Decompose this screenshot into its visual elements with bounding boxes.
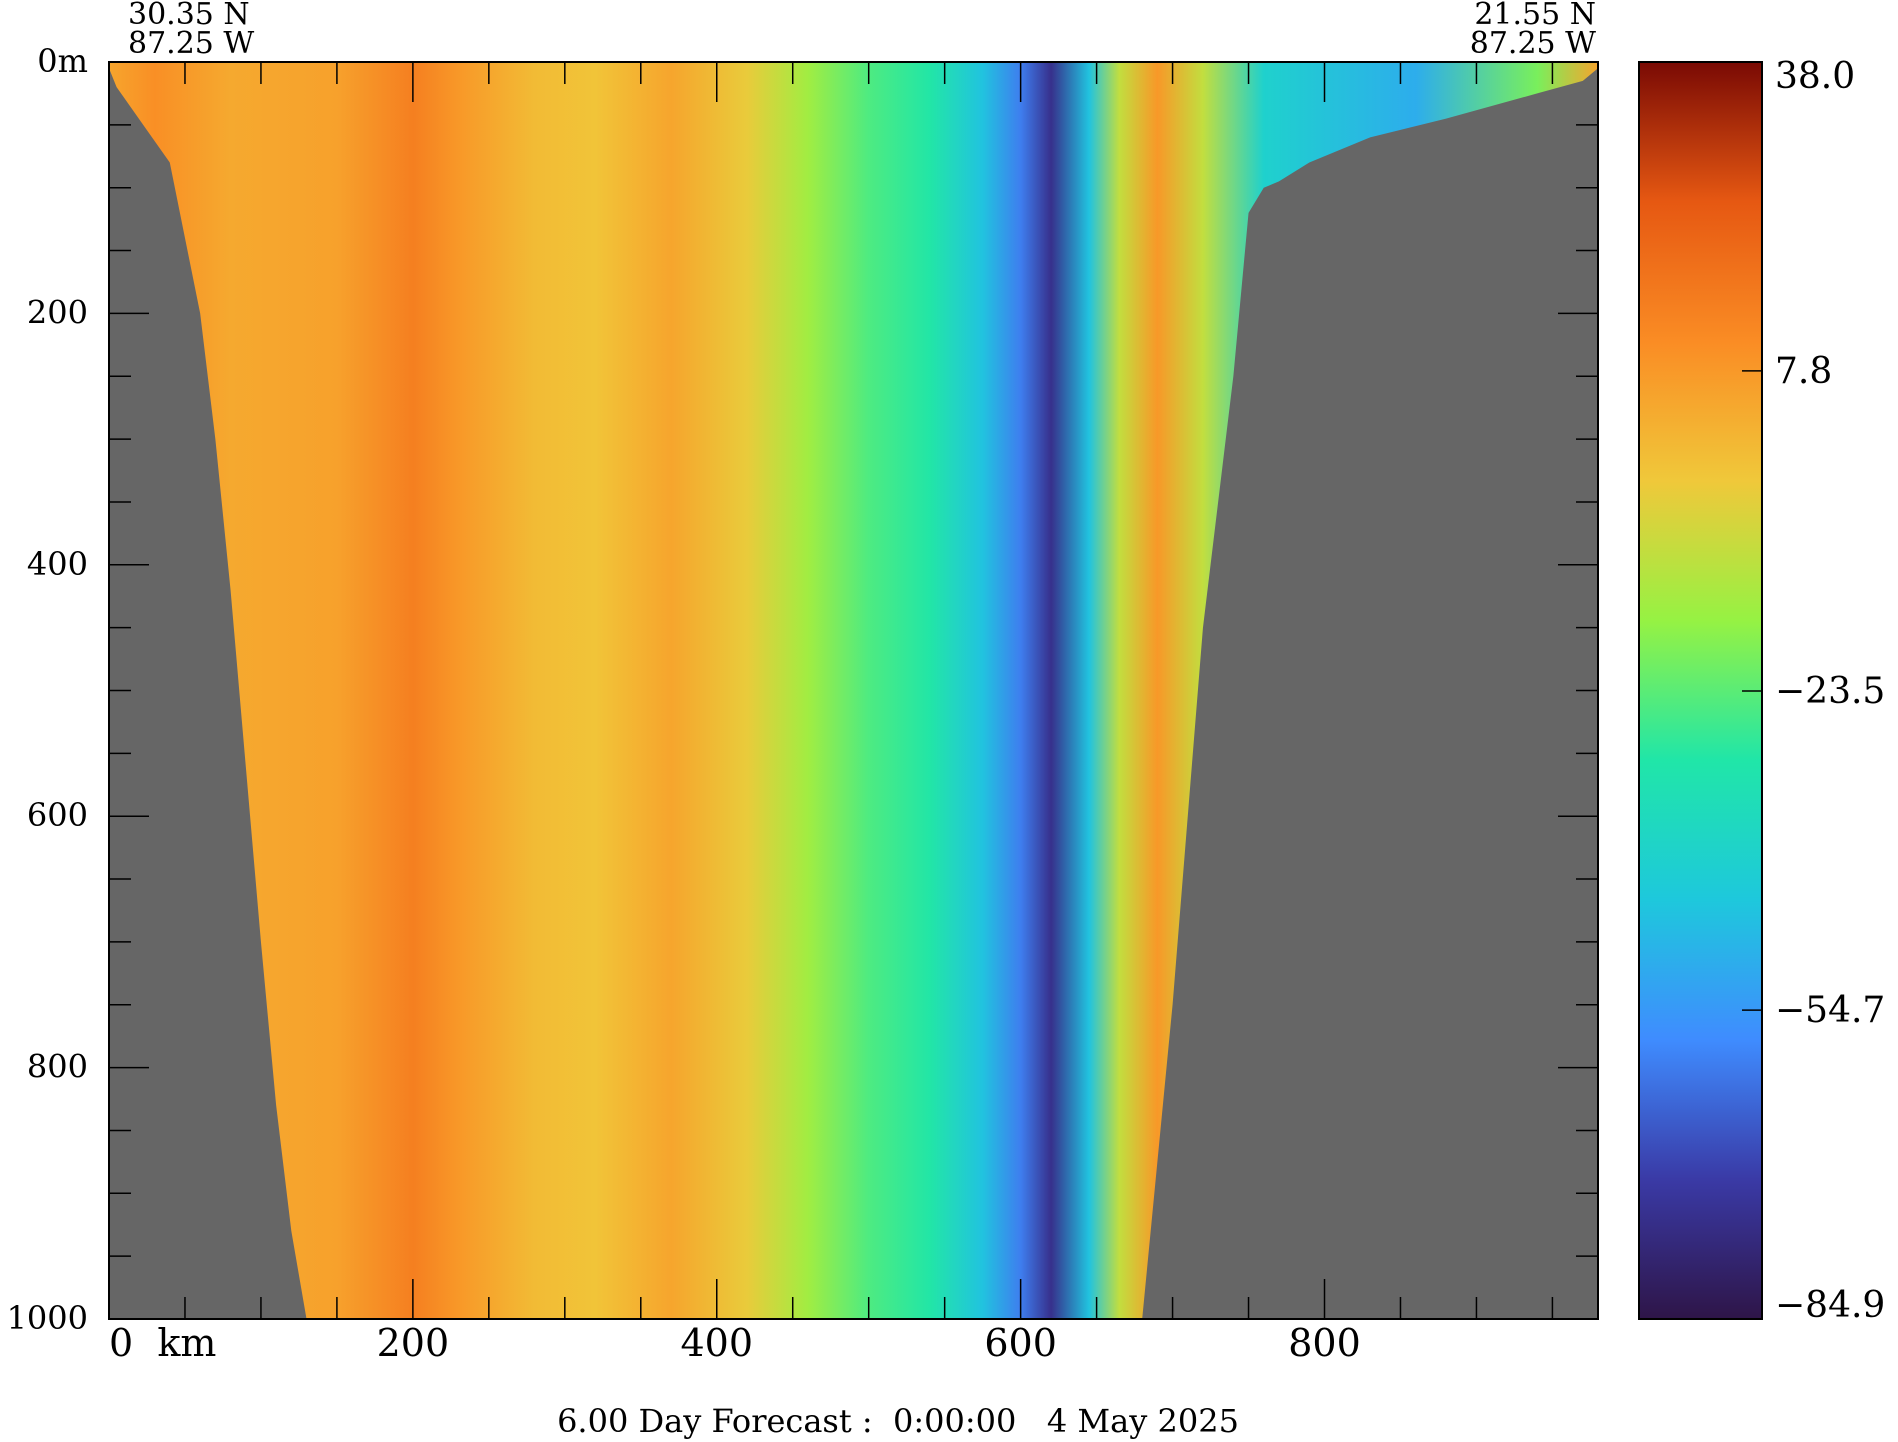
y-tick-labels: 0m 200 400 600 800 1000 [7, 42, 88, 1337]
start-lat-label: 30.35 N [128, 0, 250, 32]
y-tick-label: 400 [27, 545, 88, 583]
forecast-caption: 6.00 Day Forecast : 0:00:00 4 May 2025 [557, 1402, 1239, 1440]
y-tick-label: 0m [37, 42, 88, 80]
colorbar-tick-label: 7.8 [1775, 351, 1832, 392]
x-tick-label: 200 [377, 1321, 450, 1365]
x-tick-label: 600 [984, 1321, 1057, 1365]
x-tick-label: 800 [1288, 1321, 1361, 1365]
colorbar-tick-label: 38.0 [1775, 56, 1855, 97]
y-tick-label: 600 [27, 796, 88, 834]
y-tick-label: 200 [27, 293, 88, 331]
x-tick-label: 400 [680, 1321, 753, 1365]
end-lat-label: 21.55 N [1474, 0, 1596, 32]
x-tick-labels: 0 km 200 400 600 800 [109, 1321, 1361, 1365]
plot-frame [108, 61, 1599, 1320]
colorbar-tick-label: −84.9 [1775, 1285, 1885, 1326]
colorbar-ticks: 38.0 7.8 −23.5 −54.7 −84.9 [1742, 56, 1885, 1326]
colorbar-tick-label: −23.5 [1775, 671, 1885, 712]
colorbar-tick-label: −54.7 [1775, 990, 1885, 1031]
water-section [109, 62, 1598, 1319]
start-lon-label: 87.25 W [128, 26, 254, 61]
colorbar [1638, 61, 1763, 1320]
y-tick-label: 800 [27, 1048, 88, 1086]
y-tick-label: 1000 [7, 1299, 88, 1337]
x-tick-label: 0 km [109, 1321, 216, 1365]
end-lon-label: 87.25 W [1470, 26, 1596, 61]
